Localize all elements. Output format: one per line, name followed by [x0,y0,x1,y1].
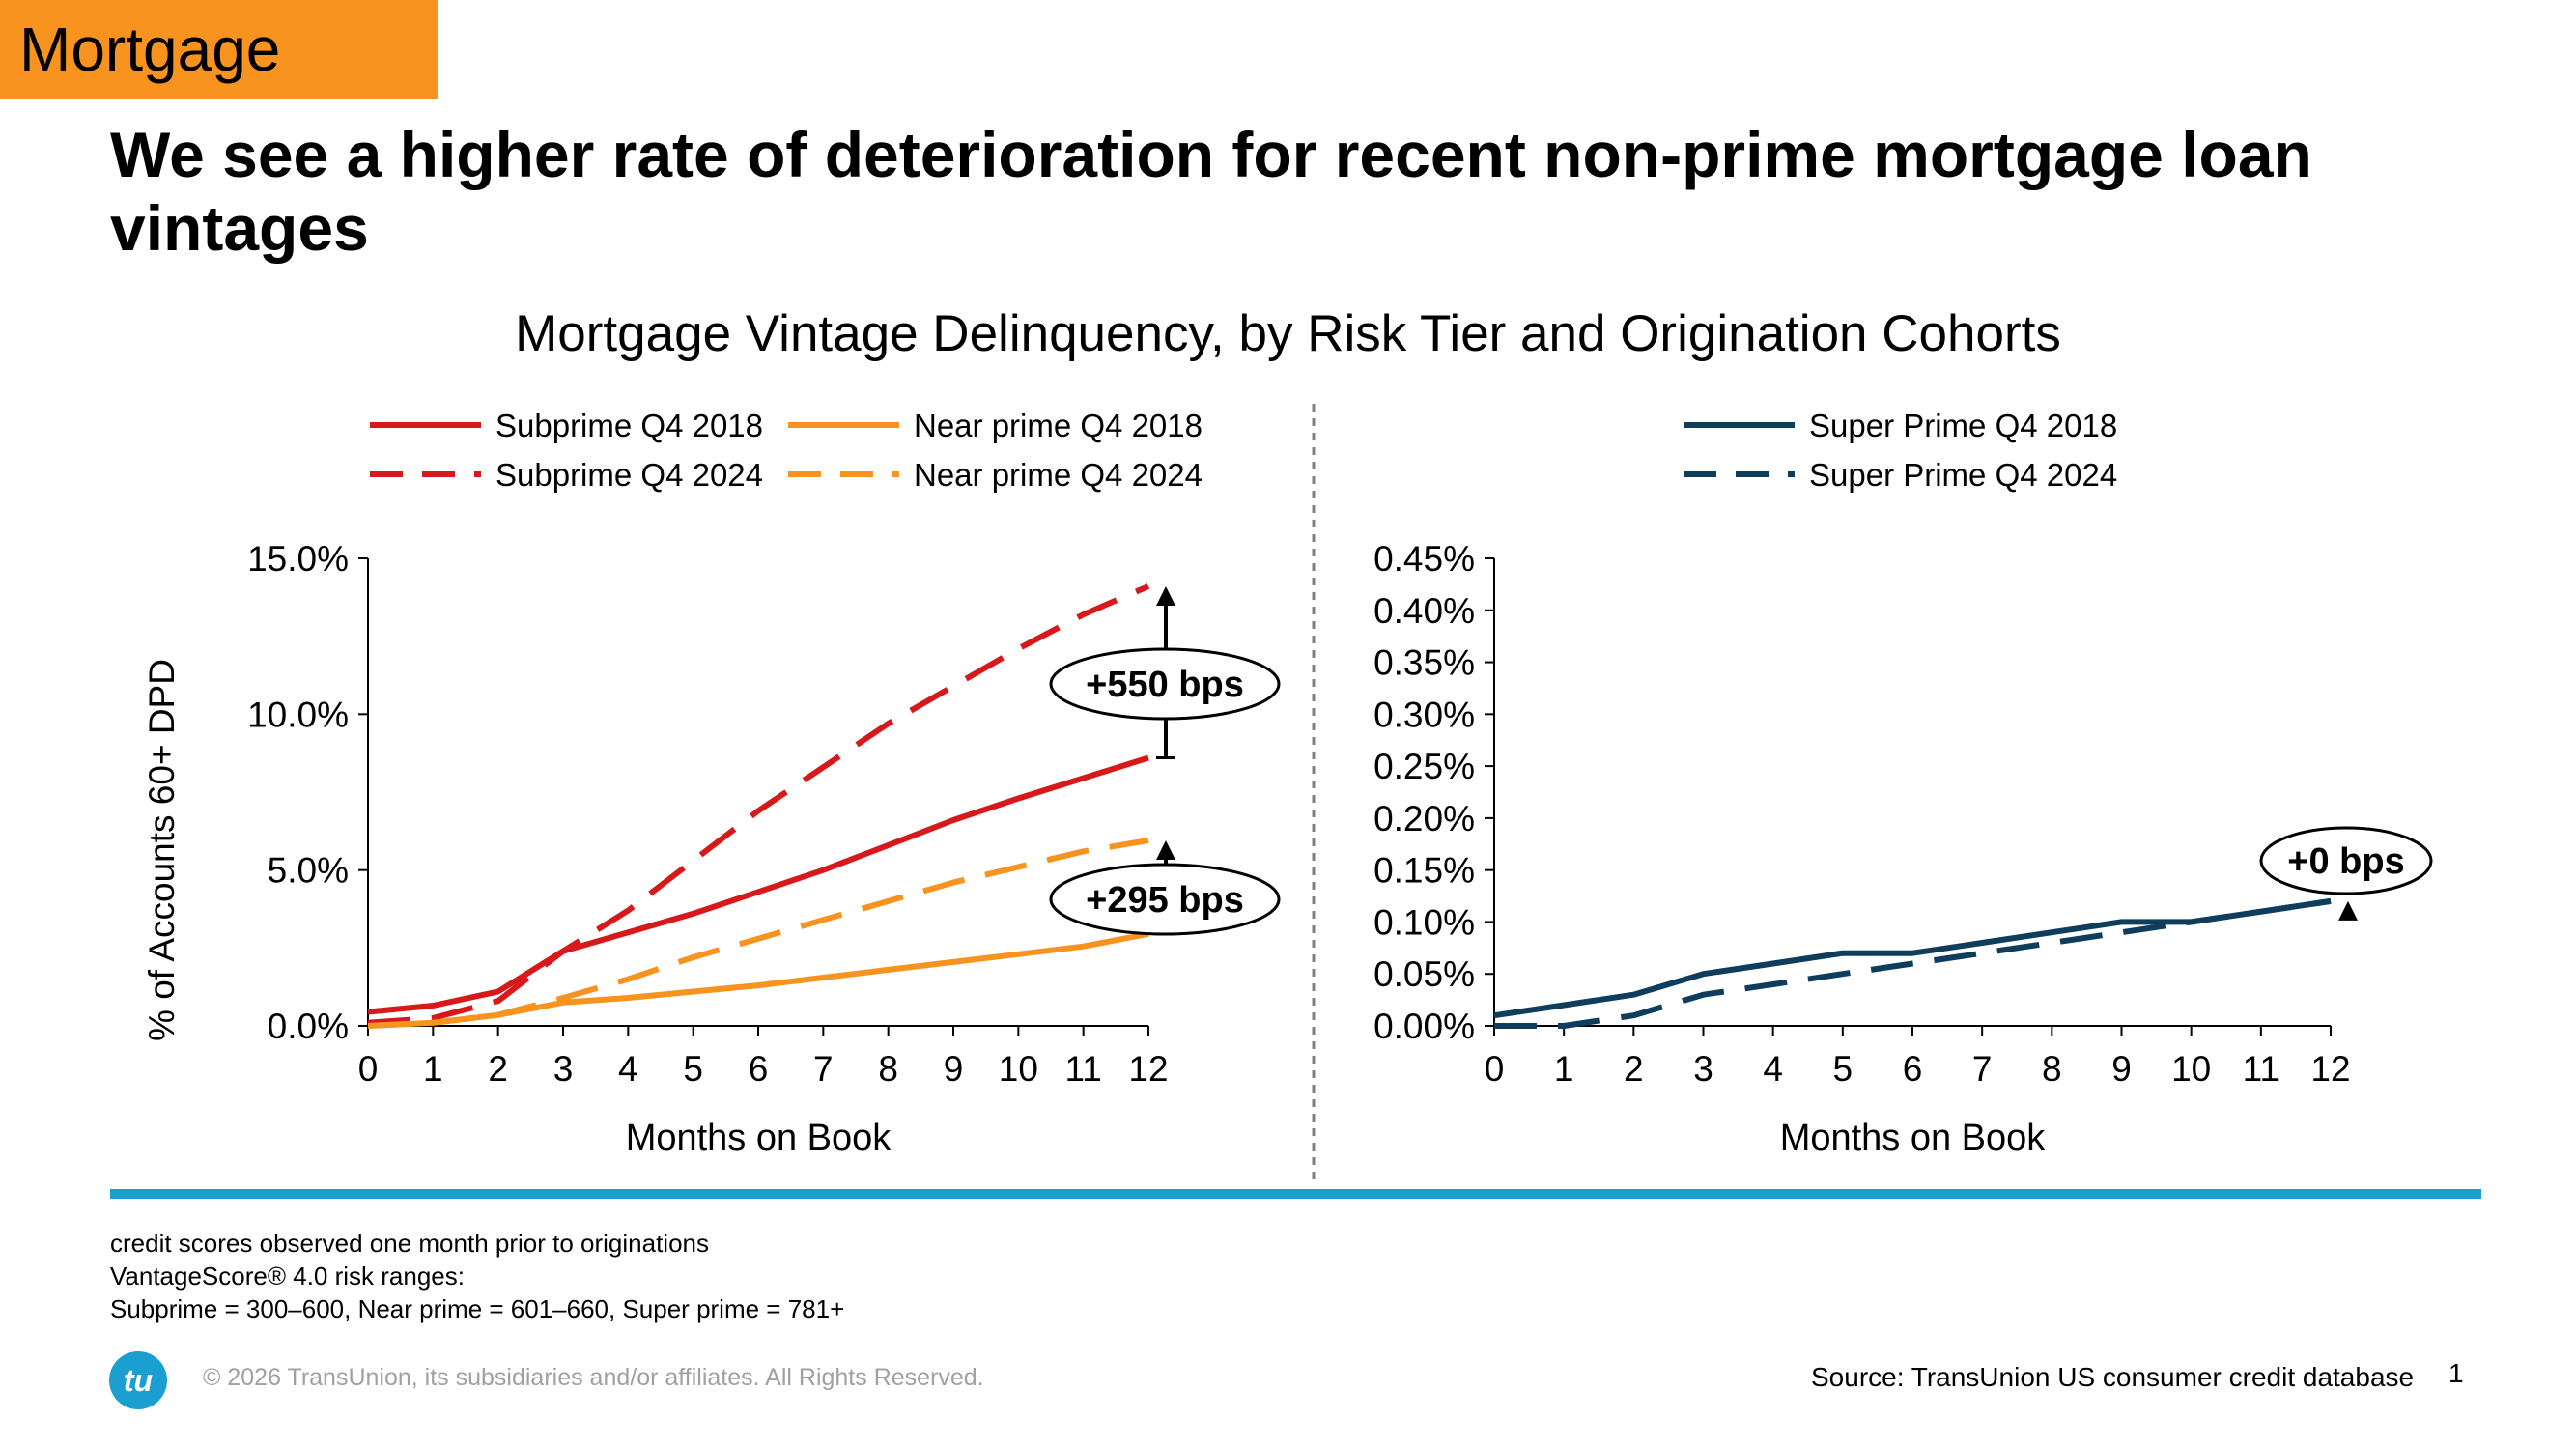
annotation-bubble [1049,863,1281,936]
x-tick-label: 0 [1485,1049,1505,1089]
y-tick-label: 0.10% [1373,902,1475,942]
series-line [367,838,1149,1029]
x-tick-label: 11 [1064,1049,1101,1089]
x-tick-label: 3 [1693,1049,1713,1089]
footnote: credit scores observed one month prior t… [110,1227,844,1325]
x-tick-label: 1 [423,1049,443,1089]
page-number: 1 [2449,1358,2464,1388]
x-tick-label: 10 [999,1049,1038,1089]
y-tick-label: 0.40% [1373,591,1475,631]
x-axis-label: Months on Book [626,1118,892,1158]
x-tick-label: 11 [2243,1049,2279,1089]
right-chart: 0.00% 0.05% 0.10% 0.15% 0.20% 0.25% 0.30% 0.35%… [1373,408,2433,1158]
legend-label: Near prime Q4 2024 [914,457,1203,493]
y-tick-label: 0.20% [1373,799,1475,838]
source-note: Source: TransUnion US consumer credit da… [1811,1362,2415,1392]
legend-label: Super Prime Q4 2024 [1809,457,2117,493]
x-tick-label: 6 [749,1049,769,1089]
x-tick-label: 12 [1128,1049,1168,1089]
x-tick-label: 6 [1903,1049,1923,1089]
annotation-arrowhead [1156,586,1175,607]
x-tick-label: 4 [1763,1049,1783,1089]
x-tick-label: 0 [358,1049,379,1089]
x-tick-label: 2 [488,1049,508,1089]
x-axis-label: Months on Book [1780,1118,2047,1158]
y-tick-label: 0.30% [1373,695,1475,734]
section-tag: Mortgage [0,0,438,99]
logo-text: tu [124,1363,153,1398]
copyright: © 2026 TransUnion, its subsidiaries and/… [203,1364,984,1391]
x-tick-label: 8 [2042,1049,2062,1089]
x-tick-label: 3 [553,1049,574,1089]
x-tick-label: 5 [683,1049,703,1089]
y-tick-label: 0.0% [268,1007,349,1046]
chart-title: Mortgage Vintage Delinquency, by Risk Ti… [515,305,2061,362]
legend-label: Near prime Q4 2018 [914,408,1203,443]
annotation-arrowhead [1156,840,1175,861]
section-divider-bar [110,1189,2481,1199]
legend-label: Subprime Q4 2018 [495,408,763,443]
footnote-line: Subprime = 300–600, Near prime = 601–660… [110,1294,845,1323]
y-tick-label: 0.35% [1373,643,1475,683]
page-headline: We see a higher rate of deterioration fo… [110,119,2312,264]
annotation-label: +0 bps [2287,841,2404,882]
x-tick-label: 7 [813,1049,834,1089]
y-axis-label: % of Accounts 60+ DPD [142,659,182,1041]
y-tick-label: 0.45% [1373,539,1475,579]
x-tick-label: 12 [2310,1049,2350,1089]
annotation-label: +295 bps [1086,880,1244,921]
legend-label: Subprime Q4 2024 [495,457,763,493]
x-tick-label: 10 [2171,1049,2211,1089]
left-chart: 0.0%5.0%10.0%15.0%0 1 2 3 4 5 6 7 8 9 10 11 12Months… [142,408,1281,1158]
y-tick-label: 5.0% [268,851,349,891]
x-tick-label: 2 [1624,1049,1644,1089]
annotation-marker [2338,900,2358,921]
x-tick-label: 7 [1972,1049,1993,1089]
footnote-line: credit scores observed one month prior t… [110,1229,709,1258]
annotation-bubble [2259,826,2433,895]
series-line [367,583,1150,1026]
x-tick-label: 8 [878,1049,898,1089]
x-tick-label: 5 [1833,1049,1854,1089]
series-line [1494,897,2332,1029]
transunion-logo-icon: tu [109,1351,167,1409]
annotation-bubble [1049,647,1281,721]
x-tick-label: 9 [944,1049,964,1089]
section-tag-label: Mortgage [19,14,281,84]
x-tick-label: 4 [618,1049,638,1089]
y-tick-label: 15.0% [247,539,349,579]
y-tick-label: 0.25% [1373,747,1475,786]
annotation-label: +550 bps [1086,665,1244,705]
x-tick-label: 9 [2111,1049,2132,1089]
y-tick-label: 10.0% [247,695,349,734]
x-tick-label: 1 [1554,1049,1574,1089]
series-line [367,930,1149,1029]
series-line [367,754,1149,1015]
y-tick-label: 0.05% [1373,954,1475,994]
y-tick-label: 0.15% [1373,851,1475,891]
footnote-line: VantageScore® 4.0 risk ranges: [110,1262,465,1291]
legend-label: Super Prime Q4 2018 [1809,408,2117,443]
y-tick-label: 0.00% [1373,1007,1475,1046]
